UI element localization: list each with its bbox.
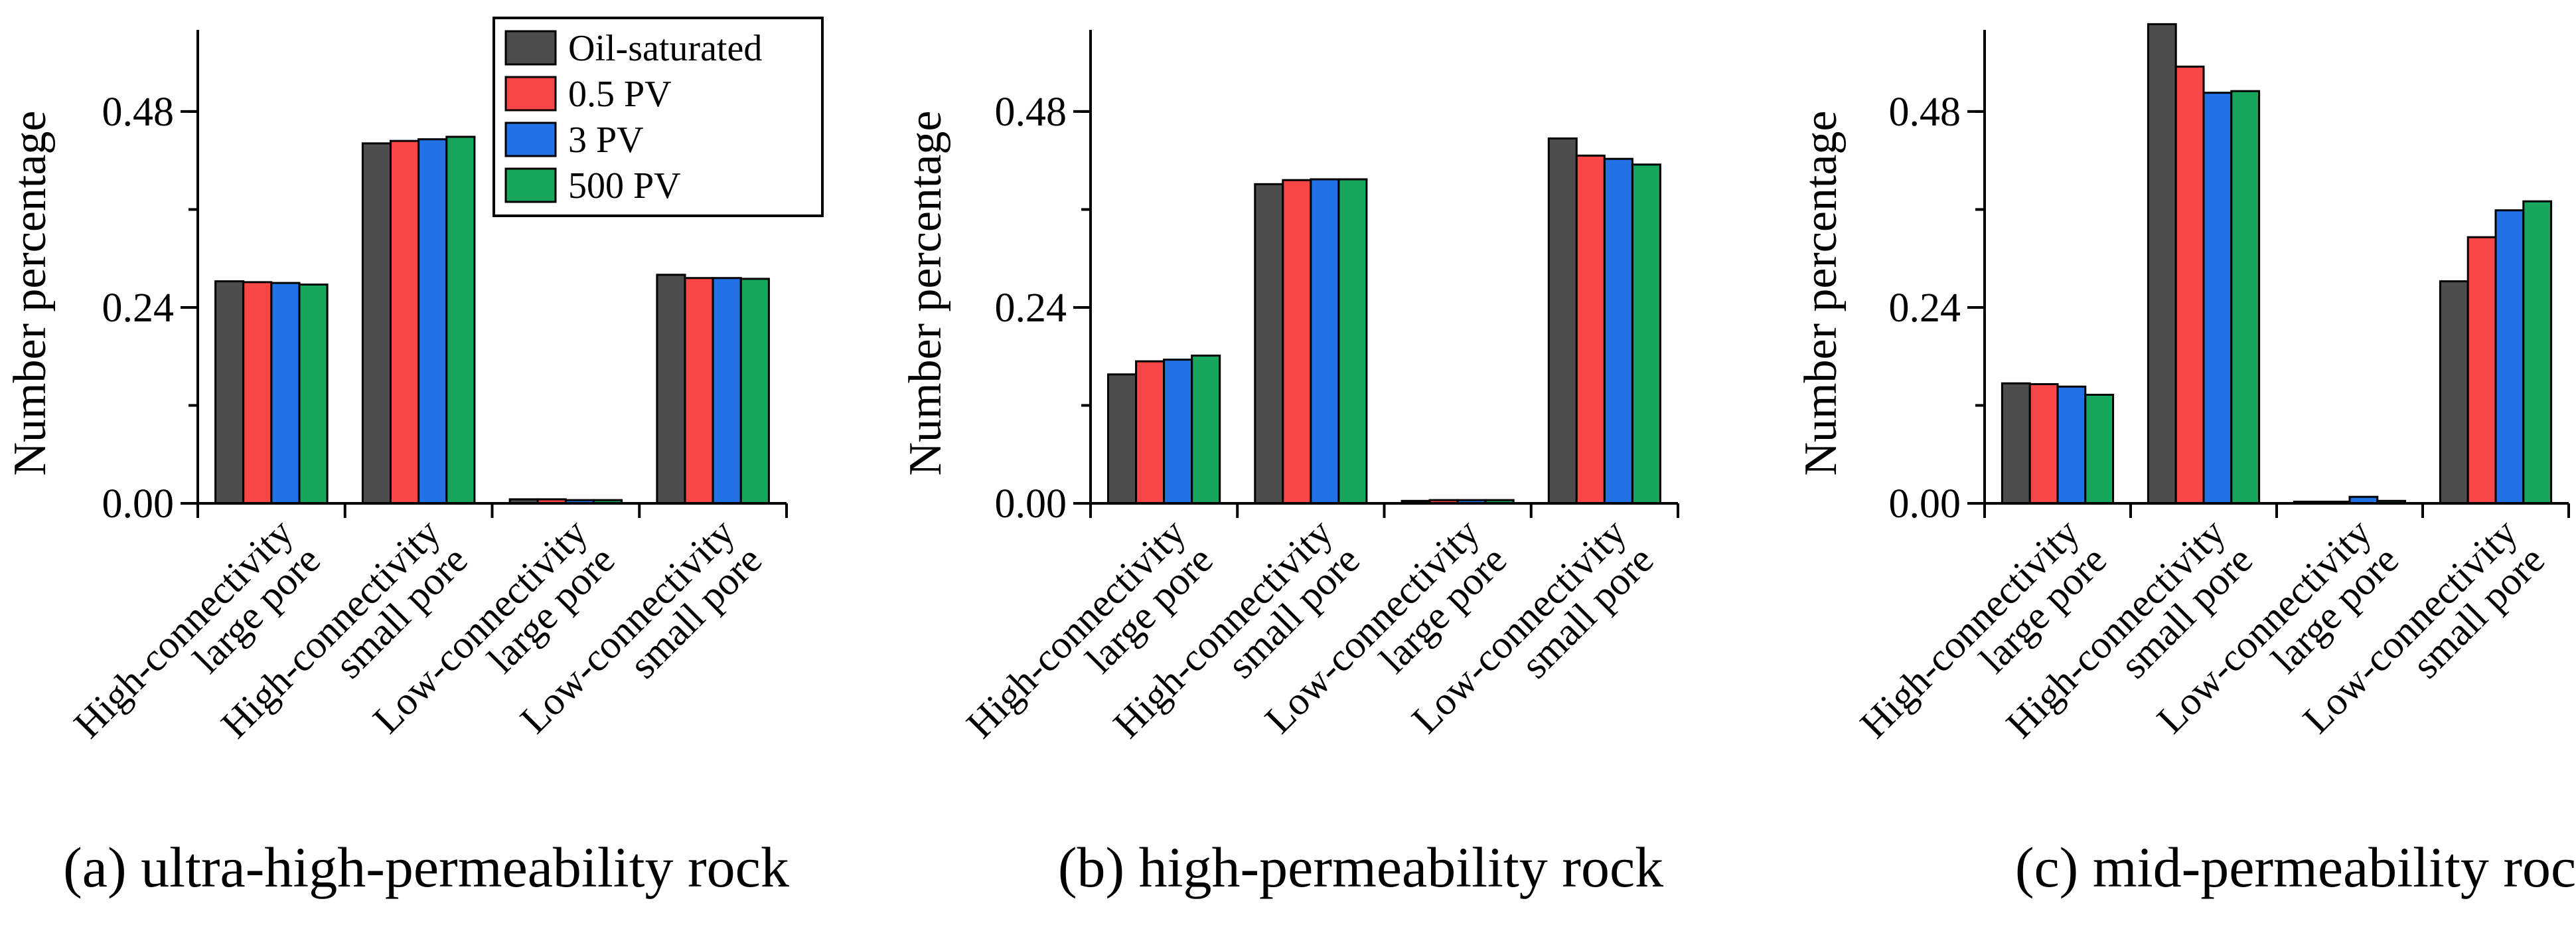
legend-swatch-3 [504,122,557,157]
bar-3-pv-cat-4 [2494,209,2525,505]
bar-500-pv-cat-1 [1191,355,1221,505]
bar-500-pv-cat-4 [2522,200,2553,505]
panel-caption: (a) ultra-high-permeability rock [63,835,789,899]
y-axis-title: Number percentage [5,111,56,476]
bar-oil-saturated-cat-4 [656,274,686,505]
bar-0-5-pv-cat-4 [2466,236,2497,505]
bar-oil-saturated-cat-2 [2147,23,2177,505]
panel-caption: (b) high-permeability rock [1058,835,1663,899]
legend-label-2: 0.5 PV [568,74,672,115]
bar-0-5-pv-cat-2 [2174,65,2205,505]
bar-500-pv-cat-1 [298,284,329,505]
legend-label-3: 3 PV [568,120,644,161]
bar-500-pv-cat-4 [739,278,770,505]
bar-oil-saturated-cat-2 [1254,183,1284,505]
bar-3-pv-cat-1 [270,282,301,505]
bar-3-pv-cat-4 [712,277,742,505]
bar-3-pv-cat-4 [1603,157,1633,505]
legend-swatch-4 [504,167,557,203]
y-tick-label: 0.24 [1889,286,1961,331]
bar-3-pv-cat-2 [2202,92,2233,505]
bar-500-pv-cat-4 [1631,163,1661,505]
bar-oil-saturated-cat-1 [214,280,245,505]
y-tick-label: 0.24 [995,286,1067,331]
bar-oil-saturated-cat-1 [1107,373,1137,505]
bar-500-pv-cat-2 [2230,90,2261,505]
y-tick-label: 0.48 [995,90,1067,135]
y-tick-label: 0.00 [995,481,1067,527]
bar-oil-saturated-cat-2 [361,142,392,505]
bar-0-5-pv-cat-2 [1282,179,1312,505]
legend-swatch-1 [504,30,557,66]
bar-oil-saturated-cat-1 [2001,382,2031,505]
legend-label-1: Oil-saturated [568,28,762,69]
bar-0-5-pv-cat-4 [1575,154,1606,505]
bar-0-5-pv-cat-1 [1135,360,1166,505]
bar-3-pv-cat-2 [417,138,448,505]
y-tick-label: 0.00 [1889,481,1961,527]
bar-oil-saturated-cat-4 [1547,137,1578,505]
bar-oil-saturated-cat-4 [2439,280,2469,505]
y-tick-label: 0.24 [102,286,175,331]
y-axis-title: Number percentage [1795,111,1847,476]
legend-swatch-2 [504,76,557,112]
panel-caption: (c) mid-permeability rock [2015,835,2576,899]
y-axis-title: Number percentage [900,111,951,476]
y-tick-label: 0.00 [102,481,175,527]
bar-500-pv-cat-2 [1337,178,1368,505]
bar-0-5-pv-cat-4 [684,277,714,505]
bar-500-pv-cat-2 [445,135,476,505]
bar-0-5-pv-cat-2 [390,139,420,505]
bar-0-5-pv-cat-1 [2028,383,2059,505]
bar-500-pv-cat-1 [2084,394,2115,505]
bar-3-pv-cat-2 [1310,178,1340,505]
bar-3-pv-cat-1 [2056,385,2087,505]
y-tick-label: 0.48 [102,90,175,135]
bar-0-5-pv-cat-1 [242,281,273,505]
bar-3-pv-cat-1 [1163,359,1193,505]
legend-label-4: 500 PV [568,165,681,207]
y-tick-label: 0.48 [1889,90,1961,135]
